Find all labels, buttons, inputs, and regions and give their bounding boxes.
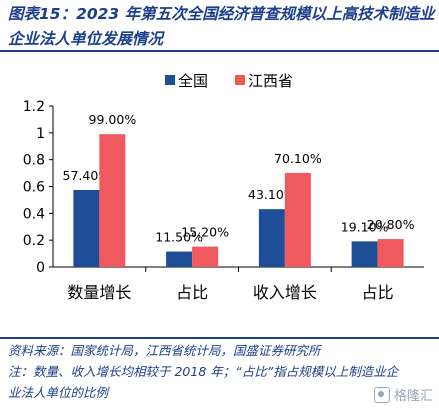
data-label: 70.10% [274,151,322,166]
bar-national [258,209,285,267]
y-tick-label: 1.2 [23,99,45,115]
data-label: 57.40% [63,168,111,183]
x-category-label: 数量增长 [67,283,131,302]
bar-national [351,241,378,267]
legend-label: 江西省 [248,72,293,90]
watermark-text: 格隆汇 [393,389,433,404]
footer-divider [0,337,439,339]
y-tick-label: 1 [36,126,45,142]
watermark: 格隆汇 [373,385,433,404]
bar-jiangxi [377,239,404,267]
title-divider [0,50,439,52]
x-category-label: 收入增长 [253,283,317,302]
data-label: 20.80% [367,217,415,232]
bar-jiangxi [99,134,126,267]
bar-national [166,251,193,267]
footnote-line-2: 业法人单位的比例 [8,385,109,400]
y-tick-label: 0.6 [23,180,45,196]
data-label: 99.00% [89,112,137,127]
y-tick-label: 0.4 [23,206,45,222]
figure-title: 图表15：2023 年第五次全国经济普查规模以上高技术制造业 企业法人单位发展情… [8,2,435,52]
y-tick-label: 0.2 [23,233,45,249]
source-note: 资料来源：国家统计局，江西省统计局，国盛证券研究所 [8,343,321,358]
data-label: 15.20% [181,225,229,240]
notes: 资料来源：国家统计局，江西省统计局，国盛证券研究所 注：数量、收入增长均相较于 … [8,340,436,403]
footnote-line-1: 注：数量、收入增长均相较于 2018 年；“占比”指占规模以上制造业企 [8,364,399,379]
data-label: 11.50% [155,230,203,245]
y-tick-label: 0 [36,260,45,276]
figure-title-line-1: 图表15：2023 年第五次全国经济普查规模以上高技术制造业 [8,5,435,23]
figure-title-line-2: 企业法人单位发展情况 [8,30,164,48]
watermark-logo-icon [373,386,390,403]
legend-label: 全国 [178,72,208,90]
data-label: 19.10% [341,219,389,234]
bar-national [73,189,100,267]
x-category-label: 占比 [362,283,394,302]
legend-swatch [165,75,175,85]
bar-chart: 00.20.40.60.811.257.40%99.00%数量增长11.50%1… [23,72,424,302]
y-tick-label: 0.8 [23,153,45,169]
data-label: 43.10% [248,187,296,202]
legend-swatch [235,75,245,85]
bar-jiangxi [192,246,219,267]
x-category-label: 占比 [176,283,208,302]
bar-jiangxi [284,172,311,267]
